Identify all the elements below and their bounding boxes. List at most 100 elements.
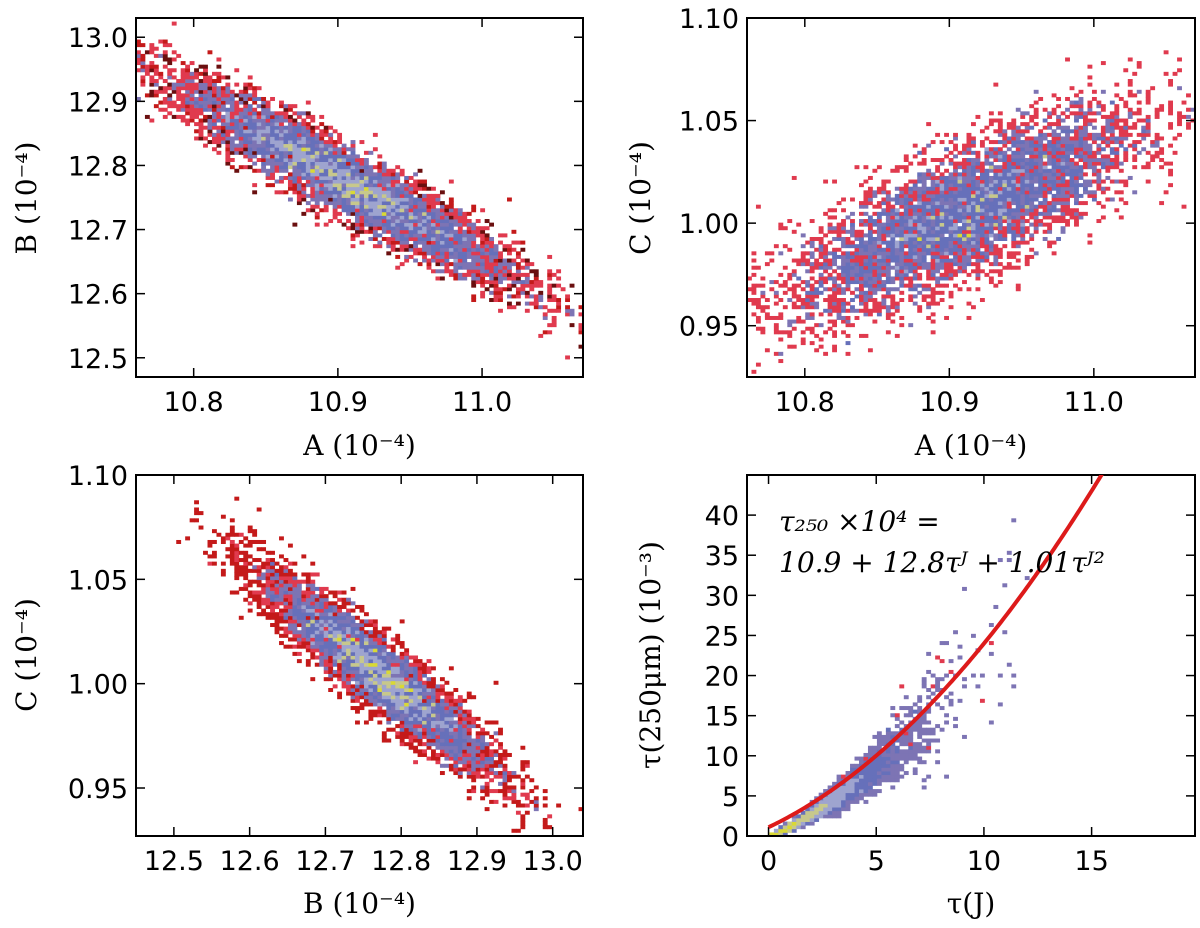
histogram-bin [520, 283, 526, 288]
histogram-bin [1154, 132, 1160, 137]
histogram-bin [1087, 82, 1093, 87]
histogram-bin [935, 219, 941, 224]
histogram-bin [872, 211, 878, 216]
histogram-bin [1020, 154, 1026, 159]
histogram-bin [944, 183, 949, 188]
histogram-bin [1105, 122, 1111, 127]
histogram-bin [372, 222, 378, 227]
histogram-bin [533, 799, 539, 804]
histogram-bin [381, 655, 387, 660]
histogram-bin [538, 290, 544, 295]
histogram-bin [377, 706, 383, 711]
histogram-bin [337, 193, 343, 198]
histogram-bin [850, 240, 855, 245]
histogram-bin [471, 240, 477, 245]
histogram-bin [832, 251, 837, 256]
histogram-bin [809, 254, 815, 259]
histogram-bin [1127, 57, 1133, 62]
histogram-bin [203, 143, 208, 148]
histogram-bin [1069, 172, 1075, 177]
histogram-bin [863, 312, 869, 317]
histogram-bin [948, 172, 954, 177]
histogram-bin [979, 197, 985, 202]
histogram-bin [881, 236, 887, 241]
histogram-bin [791, 326, 797, 331]
histogram-bin [993, 251, 999, 256]
histogram-bin [372, 713, 378, 718]
histogram-bin [350, 637, 356, 642]
histogram-bin [903, 193, 909, 198]
histogram-bin [413, 204, 419, 209]
histogram-bin [939, 222, 945, 227]
histogram-bin [475, 774, 481, 779]
histogram-bin [390, 247, 396, 252]
histogram-bin [359, 680, 365, 685]
histogram-bin [180, 93, 186, 98]
histogram-bin [1078, 114, 1084, 119]
histogram-bin [493, 262, 499, 267]
histogram-bin [475, 272, 481, 277]
histogram-bin [1042, 190, 1048, 195]
histogram-bin [417, 236, 423, 241]
histogram-bin [489, 244, 494, 249]
histogram-bin [966, 222, 972, 227]
histogram-bin [1087, 161, 1093, 166]
histogram-bin [962, 179, 967, 184]
histogram-bin [395, 201, 401, 206]
histogram-bin [944, 315, 949, 320]
histogram-bin [850, 272, 855, 277]
histogram-bin [912, 219, 918, 224]
histogram-bin [493, 752, 499, 757]
histogram-bin [480, 236, 486, 241]
histogram-bin [809, 244, 815, 249]
histogram-bin [395, 240, 401, 245]
histogram-bin [319, 179, 325, 184]
histogram-bin [471, 254, 477, 259]
histogram-bin [1002, 190, 1008, 195]
histogram-bin [1047, 222, 1053, 227]
histogram-bin [426, 695, 432, 700]
histogram-bin [310, 168, 316, 173]
histogram-bin [971, 193, 976, 198]
histogram-bin [966, 143, 972, 148]
histogram-bin [1069, 179, 1075, 184]
histogram-bin [1042, 175, 1048, 180]
histogram-bin [435, 244, 441, 249]
histogram-bin [1083, 143, 1088, 148]
histogram-bin [444, 716, 450, 721]
histogram-bin [814, 287, 820, 292]
histogram-bin [368, 637, 374, 642]
histogram-bin [471, 226, 477, 231]
histogram-bin [1015, 233, 1021, 238]
histogram-bin [1020, 140, 1026, 145]
histogram-bin [261, 96, 267, 101]
histogram-bin [957, 172, 963, 177]
histogram-bin [984, 222, 990, 227]
histogram-bin [471, 763, 477, 768]
histogram-bin [966, 140, 972, 145]
histogram-bin [975, 258, 981, 263]
histogram-bin [507, 258, 512, 263]
histogram-bin [1047, 186, 1053, 191]
histogram-bin [359, 702, 365, 707]
histogram-bin [885, 305, 891, 310]
histogram-bin [350, 147, 356, 152]
histogram-bin [805, 283, 811, 288]
histogram-bin [422, 215, 427, 220]
histogram-bin [1159, 150, 1165, 155]
histogram-bin [355, 179, 360, 184]
histogram-bin [404, 258, 410, 263]
histogram-bin [256, 140, 262, 145]
histogram-bin [431, 713, 436, 718]
histogram-bin [755, 362, 761, 367]
histogram-bin [310, 114, 316, 119]
histogram-bin [569, 308, 575, 313]
histogram-bin [912, 283, 918, 288]
histogram-bin [252, 132, 258, 137]
histogram-bin [944, 265, 949, 270]
histogram-bin [328, 655, 334, 660]
histogram-bin [475, 262, 481, 267]
histogram-bin [520, 240, 526, 245]
histogram-bin [377, 168, 383, 173]
histogram-bin [439, 219, 445, 224]
